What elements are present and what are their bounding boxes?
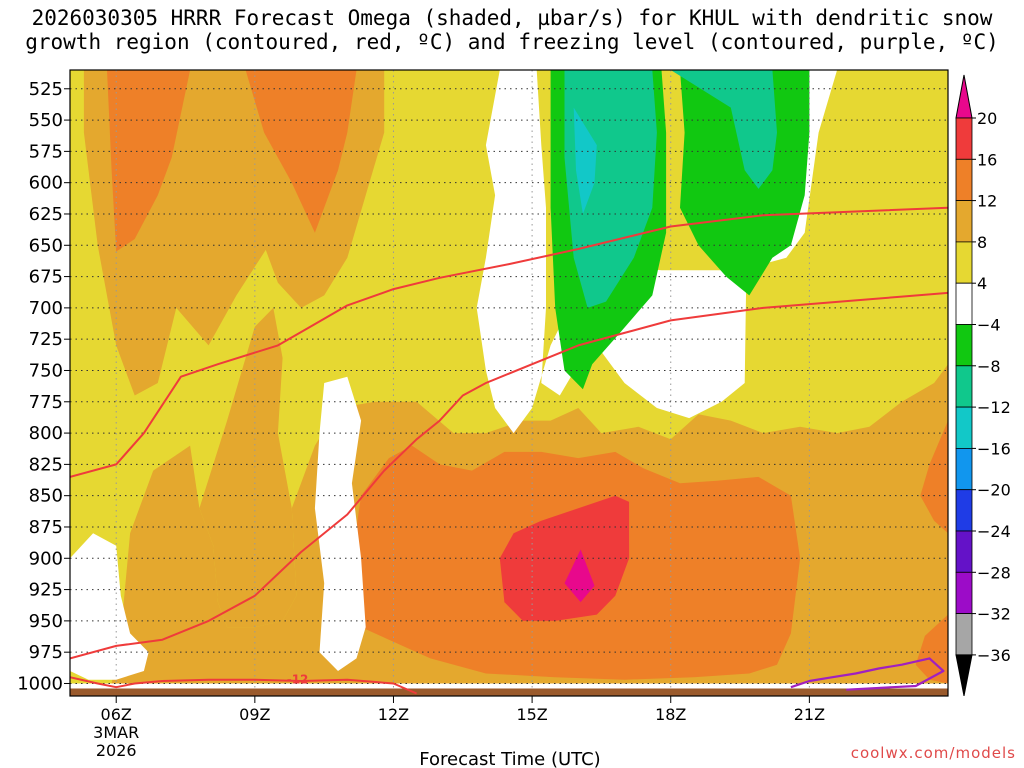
y-tick-label-975: 975: [29, 642, 63, 663]
colorbar-label-9: −20: [977, 481, 1011, 500]
colorbar-band-2: [955, 200, 973, 243]
colorbar-label-5: −4: [977, 316, 1001, 335]
x-tick-label-18Z: 18Z: [655, 705, 686, 724]
colorbar-bottom-arrow: [955, 654, 973, 696]
chart-title-line-2: growth region (contoured, red, ºC) and f…: [25, 30, 999, 54]
colorbar-label-3: 8: [977, 233, 987, 252]
omega-region-neutral-lower-left: [70, 533, 149, 680]
x-tick-label-21Z: 21Z: [794, 705, 825, 724]
contour-layer: -12: [70, 206, 948, 695]
colorbar-band-3: [955, 241, 973, 284]
omega-region-sinking-weak-right: [680, 70, 810, 296]
colorbar-band-0: [955, 117, 973, 160]
colorbar-band-4: [955, 282, 973, 325]
omega-region-right-edge-strong-upper: [920, 420, 948, 534]
colorbar-band-5: [955, 324, 973, 367]
omega-region-neutral-mid-left: [314, 376, 366, 671]
omega-region-right-edge-strong-lower: [915, 614, 948, 684]
x-tick-label-06Z: 06Z: [101, 705, 132, 724]
y-tick-label-900: 900: [29, 548, 63, 569]
omega-region-sinking-moderate-right: [670, 70, 777, 189]
dgz-upper-contour: [70, 206, 948, 478]
chart-title: 2026030305 HRRR Forecast Omega (shaded, …: [0, 6, 1024, 54]
y-tick-label-925: 925: [29, 580, 63, 601]
colorbar-label-8: −16: [977, 439, 1011, 458]
x-tick-date: 3MAR: [93, 723, 139, 742]
dgz-lower-contour: [70, 291, 948, 660]
y-tick-label-600: 600: [29, 173, 63, 194]
colorbar-band-7: [955, 406, 973, 449]
x-tick-year: 2026: [96, 741, 137, 760]
colorbar-label-12: −32: [977, 605, 1011, 624]
x-tick-label-15Z: 15Z: [516, 705, 547, 724]
y-tick-label-725: 725: [29, 329, 63, 350]
colorbar-band-8: [955, 447, 973, 491]
y-tick-label-875: 875: [29, 517, 63, 538]
x-tick-label-12Z: 12Z: [378, 705, 409, 724]
colorbar: 20 16 12 8 4 −4 −8 −12 −16 −20 −24 −28 −32 −36: [955, 74, 1011, 696]
x-tick-label-09Z: 09Z: [239, 705, 270, 724]
omega-region-upper-left-strong: [107, 70, 191, 252]
colorbar-label-11: −28: [977, 563, 1011, 582]
colorbar-label-6: −8: [977, 357, 1001, 376]
y-tick-label-850: 850: [29, 486, 63, 507]
colorbar-label-7: −12: [977, 398, 1011, 417]
y-tick-label-1000: 1000: [17, 673, 63, 694]
y-tick-label-625: 625: [29, 204, 63, 225]
omega-region-sinking-strong: [573, 107, 597, 214]
y-tick-label-675: 675: [29, 267, 63, 288]
colorbar-band-1: [955, 158, 973, 202]
y-tick-label-750: 750: [29, 360, 63, 381]
colorbar-band-9: [955, 489, 973, 532]
colorbar-top-arrow: [955, 74, 973, 119]
y-tick-label-700: 700: [29, 298, 63, 319]
y-tick-label-775: 775: [29, 392, 63, 413]
ground-surface: [70, 688, 948, 696]
dgz-contour-label: -12: [287, 672, 309, 686]
omega-shading-layer: [70, 70, 948, 684]
y-tick-label-575: 575: [29, 141, 63, 162]
y-tick-label-800: 800: [29, 423, 63, 444]
omega-region-sinking-moderate: [564, 70, 657, 308]
y-tick-label-825: 825: [29, 454, 63, 475]
pressure-axis: 525 550 575 600 625 650 675 700 725 750 775 800 825 8…: [17, 79, 70, 694]
dgz-surface-contour: [70, 676, 417, 695]
chart-title-line-1: 2026030305 HRRR Forecast Omega (shaded, …: [31, 6, 993, 30]
y-tick-label-550: 550: [29, 110, 63, 131]
colorbar-label-2: 12: [977, 192, 997, 211]
colorbar-label-1: 16: [977, 150, 997, 169]
credit-text: coolwx.com/models: [850, 744, 1016, 762]
ground-layer: [70, 688, 948, 696]
colorbar-label-0: 20: [977, 109, 997, 128]
colorbar-band-12: [955, 613, 973, 656]
y-tick-label-650: 650: [29, 235, 63, 256]
colorbar-band-6: [955, 365, 973, 408]
omega-region-mid-left-moderate: [199, 307, 297, 628]
colorbar-label-4: 4: [977, 274, 987, 293]
x-axis-label: Forecast Time (UTC): [419, 749, 600, 768]
colorbar-band-11: [955, 571, 973, 614]
colorbar-band-10: [955, 530, 973, 573]
y-tick-label-525: 525: [29, 79, 63, 100]
colorbar-label-10: −24: [977, 522, 1011, 541]
freezing-level-contour: [790, 657, 945, 691]
omega-region-core-peak: [564, 549, 595, 603]
plot-frame: [69, 69, 949, 697]
colorbar-label-13: −36: [977, 646, 1011, 665]
y-tick-label-950: 950: [29, 611, 63, 632]
